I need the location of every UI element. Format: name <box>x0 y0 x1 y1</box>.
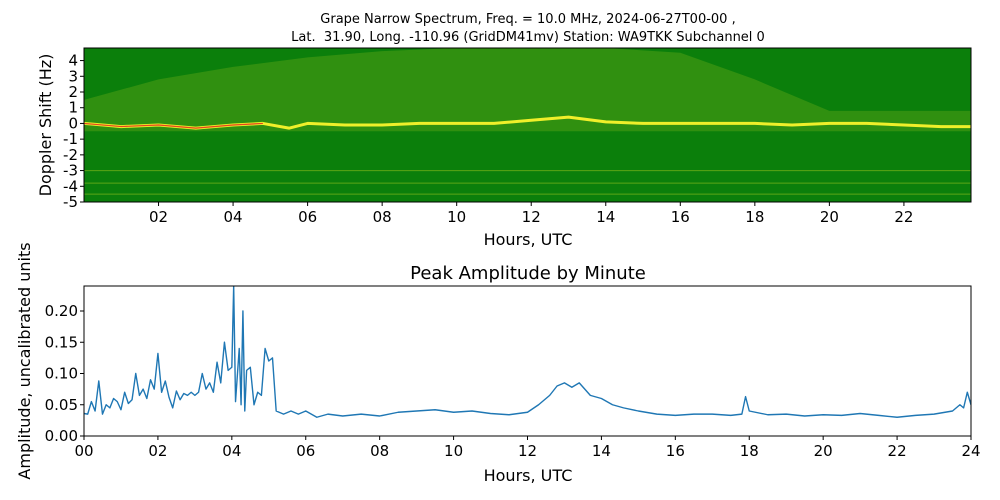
spectrogram-x-tick-label: 16 <box>671 208 690 226</box>
spectrogram-x-tick-label: 10 <box>447 208 466 226</box>
amplitude-x-tick-label: 12 <box>518 442 537 460</box>
amplitude-y-ticks: 0.00 0.05 0.10 0.15 0.20 <box>45 302 84 445</box>
spectrogram-y-tick-label: 2 <box>68 83 78 101</box>
amplitude-x-tick-label: 08 <box>370 442 389 460</box>
amplitude-y-tick-label: 0.20 <box>45 302 78 320</box>
spectrogram-x-tick-label: 14 <box>596 208 615 226</box>
spectrogram-y-tick-label: -1 <box>63 130 78 148</box>
amplitude-y-tick-label: 0.05 <box>45 396 78 414</box>
doppler-trace-peak <box>84 122 263 129</box>
amplitude-x-tick-label: 02 <box>148 442 167 460</box>
amplitude-x-label: Hours, UTC <box>484 466 573 485</box>
amplitude-x-tick-label: 00 <box>74 442 93 460</box>
amplitude-title: Peak Amplitude by Minute <box>410 263 646 284</box>
amplitude-plot-area <box>84 286 971 436</box>
spectrogram-x-tick-label: 04 <box>224 208 243 226</box>
figure-title-line-1: Grape Narrow Spectrum, Freq. = 10.0 MHz,… <box>320 12 736 27</box>
amplitude-panel: Peak Amplitude by Minute 00 02 04 06 08 10 12 1… <box>15 242 981 485</box>
spectrogram-x-tick-label: 22 <box>894 208 913 226</box>
amplitude-x-tick-label: 20 <box>814 442 833 460</box>
amplitude-x-tick-label: 10 <box>444 442 463 460</box>
spectrogram-y-tick-label: -3 <box>63 162 78 180</box>
amplitude-y-label: Amplitude, uncalibrated units <box>15 242 34 479</box>
amplitude-y-tick-label: 0.10 <box>45 365 78 383</box>
spectrogram-x-tick-label: 20 <box>820 208 839 226</box>
spectrogram-y-tick-label: 0 <box>68 114 78 132</box>
spectrogram-frame <box>83 47 972 203</box>
spectrogram-x-ticks: 02 04 06 08 10 12 14 16 18 20 22 <box>149 202 913 226</box>
spectrogram-x-tick-label: 18 <box>745 208 764 226</box>
amplitude-y-tick-label: 0.00 <box>45 427 78 445</box>
spectrogram-marks <box>84 48 971 195</box>
amplitude-x-tick-label: 14 <box>592 442 611 460</box>
amplitude-x-tick-label: 24 <box>961 442 980 460</box>
amplitude-x-tick-label: 06 <box>296 442 315 460</box>
spectrogram-y-label: Doppler Shift (Hz) <box>36 54 55 197</box>
spectrogram-y-tick-label: 1 <box>68 99 78 117</box>
amplitude-x-tick-label: 16 <box>666 442 685 460</box>
spectrogram-y-tick-label: -2 <box>63 146 78 164</box>
spectrogram-x-tick-label: 12 <box>522 208 541 226</box>
amplitude-x-tick-label: 18 <box>740 442 759 460</box>
spectrogram-x-tick-label: 08 <box>373 208 392 226</box>
spectrogram-y-tick-label: -5 <box>63 193 78 211</box>
figure-title-line-2: Lat. 31.90, Long. -110.96 (GridDM41mv) S… <box>291 30 765 45</box>
amplitude-x-ticks: 00 02 04 06 08 10 12 14 16 18 20 22 24 <box>74 436 981 460</box>
spectrogram-y-tick-label: 4 <box>68 52 78 70</box>
spectrogram-x-tick-label: 06 <box>298 208 317 226</box>
amplitude-series-line <box>84 286 971 418</box>
spectrogram-y-tick-label: -4 <box>63 177 78 195</box>
amplitude-x-tick-label: 04 <box>222 442 241 460</box>
spectrogram-x-label: Hours, UTC <box>484 230 573 249</box>
spectrogram-x-tick-label: 02 <box>149 208 168 226</box>
spectrogram-y-tick-label: 3 <box>68 67 78 85</box>
amplitude-x-tick-label: 22 <box>888 442 907 460</box>
amplitude-marks <box>84 286 971 418</box>
amplitude-y-tick-label: 0.15 <box>45 333 78 351</box>
doppler-spread-envelope <box>84 48 971 132</box>
